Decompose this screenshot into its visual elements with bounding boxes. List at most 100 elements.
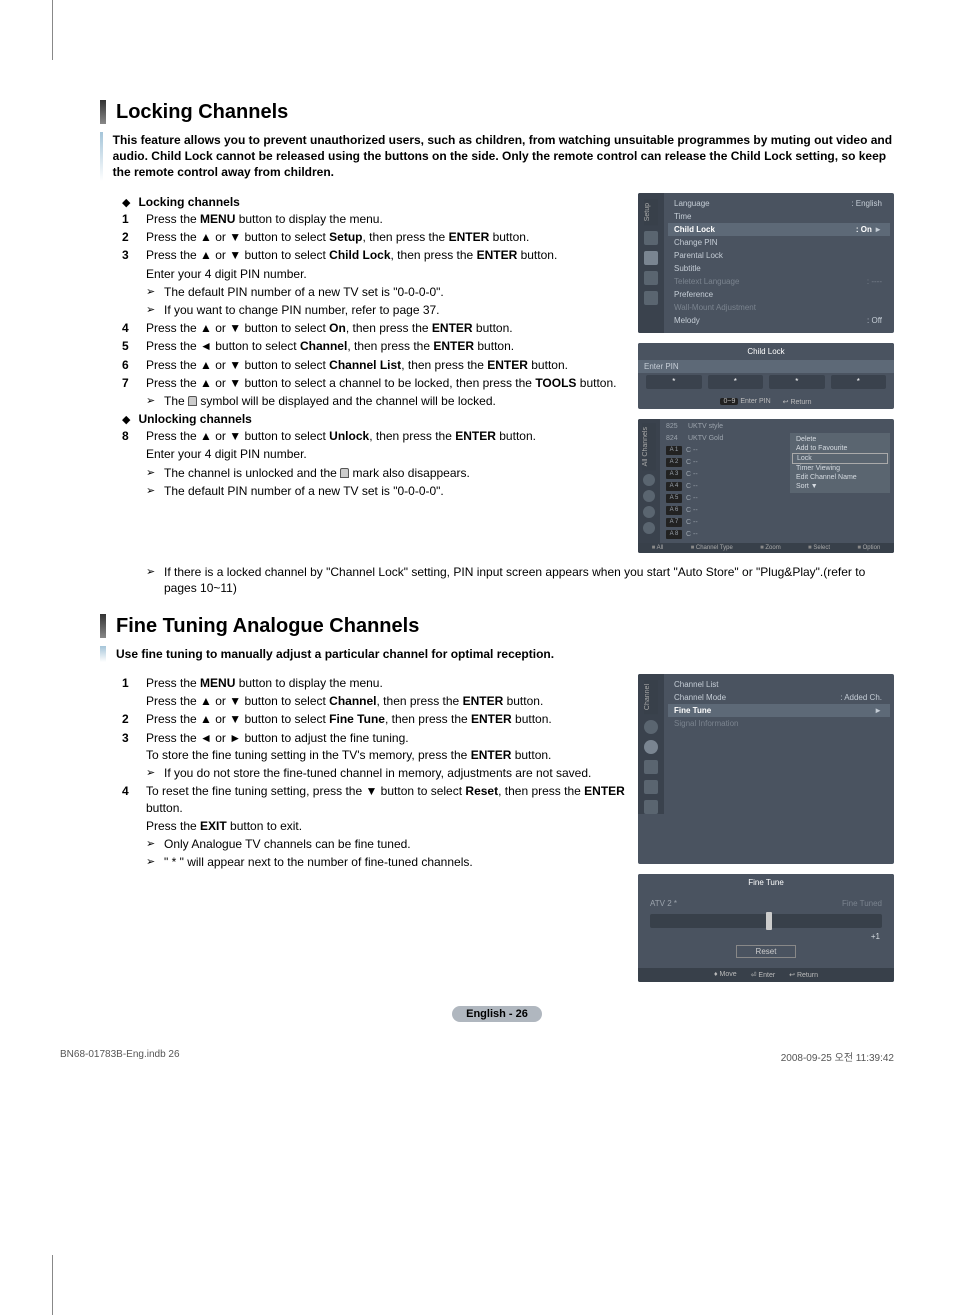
note-text: The symbol will be displayed and the cha… <box>164 393 496 410</box>
tab-icon <box>644 800 658 814</box>
section1-title: Locking Channels <box>100 100 894 124</box>
channel-row: Channel Mode: Added Ch. <box>668 691 890 704</box>
step-body: Press the ▲ or ▼ button to select Child … <box>146 247 628 264</box>
crop-mark-bottom <box>52 1255 53 1315</box>
setup-row: Child Lock: On ► <box>668 223 890 236</box>
sub-locking: ◆Locking channels <box>122 195 628 209</box>
step-body: Enter your 4 digit PIN number. <box>146 446 628 463</box>
note-text: Only Analogue TV channels can be fine tu… <box>164 836 411 853</box>
note-7: ➢The symbol will be displayed and the ch… <box>146 393 628 410</box>
tab-icon <box>644 740 658 754</box>
title-accent <box>100 100 106 124</box>
step-6: 6Press the ▲ or ▼ button to select Chann… <box>122 357 628 374</box>
step-body: To reset the fine tuning setting, press … <box>146 783 628 835</box>
step-body: Press the ▲ or ▼ button to select Setup,… <box>146 229 628 246</box>
crop-mark-top <box>52 0 53 60</box>
diamond-icon: ◆ <box>122 196 130 209</box>
step-body: Press the ▲ or ▼ button to select a chan… <box>146 375 628 392</box>
s2-note-3: ➢If you do not store the fine-tuned chan… <box>146 765 628 782</box>
channel-row: Channel List <box>668 678 890 691</box>
lock-icon <box>188 396 197 406</box>
channel-row: A 8C -- <box>664 529 892 541</box>
step-num: 5 <box>122 338 146 355</box>
setup-row: Change PIN <box>668 236 890 249</box>
screenshot-setup: Setup Language: EnglishTimeChild Lock: O… <box>638 193 894 333</box>
step-num: 8 <box>122 428 146 445</box>
step-8: 8Press the ▲ or ▼ button to select Unloc… <box>122 428 628 445</box>
triangle-icon: ➢ <box>146 285 164 302</box>
section1-intro: This feature allows you to prevent unaut… <box>100 132 894 181</box>
popup-item: Sort ▼ <box>792 482 888 491</box>
foot-item: Channel Type <box>691 545 733 551</box>
channel-tab-label: Channel <box>644 680 658 714</box>
channels-tabs: All Channels <box>638 419 660 543</box>
setup-tabs: Setup <box>638 193 664 333</box>
step-2: 2Press the ▲ or ▼ button to select Setup… <box>122 229 628 246</box>
step-body: Press the ◄ button to select Channel, th… <box>146 338 628 355</box>
pin-row: * * * * <box>638 373 894 395</box>
note-text: " * " will appear next to the number of … <box>164 854 473 871</box>
note-8-3: ➢If there is a locked channel by "Channe… <box>146 564 894 598</box>
finetune-slider-track <box>650 914 882 928</box>
diamond-icon: ◆ <box>122 413 130 426</box>
finetune-channel: ATV 2 * <box>650 899 677 908</box>
finetune-head: ATV 2 *Fine Tuned <box>644 897 888 910</box>
channel-row: Fine Tune ► <box>668 704 890 717</box>
lock-icon <box>340 468 349 478</box>
step-5: 5Press the ◄ button to select Channel, t… <box>122 338 628 355</box>
s2-note-4-1: ➢Only Analogue TV channels can be fine t… <box>146 836 628 853</box>
title-accent <box>100 614 106 638</box>
foot-item: ⏎ Enter <box>751 971 776 979</box>
intro-accent <box>100 646 106 662</box>
screenshot-finetune: Fine Tune ATV 2 *Fine Tuned +1 Reset ♦ M… <box>638 874 894 982</box>
step-3b: Enter your 4 digit PIN number. <box>122 266 628 283</box>
tab-dot <box>643 506 655 518</box>
finetune-value: +1 <box>644 932 888 941</box>
screenshot-childlock: Child Lock Enter PIN * * * * 0~9 Enter P… <box>638 343 894 409</box>
channels-tab-label: All Channels <box>642 423 656 470</box>
section2-intro-text: Use fine tuning to manually adjust a par… <box>116 646 554 662</box>
finetune-slider-handle <box>766 912 772 930</box>
popup-item: Delete <box>792 435 888 444</box>
step-body: Press the ▲ or ▼ button to select Unlock… <box>146 428 628 445</box>
foot-item: Zoom <box>760 545 781 551</box>
step-num: 3 <box>122 730 146 765</box>
note-text: If you do not store the fine-tuned chann… <box>164 765 591 782</box>
setup-rows: Language: EnglishTimeChild Lock: On ►Cha… <box>664 193 894 333</box>
step-num: 2 <box>122 711 146 728</box>
setup-row: Parental Lock <box>668 249 890 262</box>
note-text: The default PIN number of a new TV set i… <box>164 483 444 500</box>
step-body: Press the MENU button to display the men… <box>146 675 628 710</box>
section1-intro-text: This feature allows you to prevent unaut… <box>113 132 894 181</box>
channels-footer: AllChannel TypeZoomSelectOption <box>638 543 894 553</box>
tab-dot <box>643 474 655 486</box>
doc-foot-right: 2008-09-25 오전 11:39:42 <box>781 1049 894 1064</box>
step-3: 3Press the ▲ or ▼ button to select Child… <box>122 247 628 264</box>
channel-row: Signal Information <box>668 717 890 730</box>
step-num: 7 <box>122 375 146 392</box>
triangle-icon: ➢ <box>146 855 164 872</box>
pin-digit: * <box>646 375 702 389</box>
section2-intro: Use fine tuning to manually adjust a par… <box>100 646 894 662</box>
popup-item: Timer Viewing <box>792 464 888 473</box>
s2-step-1: 1Press the MENU button to display the me… <box>122 675 628 710</box>
pin-digit: * <box>708 375 764 389</box>
step-body: Press the ▲ or ▼ button to select Channe… <box>146 357 628 374</box>
section1-left: ◆Locking channels 1Press the MENU button… <box>100 193 628 563</box>
note-3-1: ➢The default PIN number of a new TV set … <box>146 284 628 301</box>
section2-heading: Fine Tuning Analogue Channels <box>116 615 419 638</box>
tab-icon <box>644 760 658 774</box>
key-hint: 0~9 <box>720 398 738 405</box>
note-8-2: ➢The default PIN number of a new TV set … <box>146 483 628 500</box>
pin-digit: * <box>769 375 825 389</box>
sub-unlocking-label: Unlocking channels <box>138 412 251 426</box>
triangle-icon: ➢ <box>146 837 164 854</box>
intro-accent <box>100 132 103 181</box>
doc-foot-left: BN68-01783B-Eng.indb 26 <box>60 1049 180 1064</box>
step-body: Press the ▲ or ▼ button to select On, th… <box>146 320 628 337</box>
enter-hint: Enter PIN <box>740 398 770 405</box>
step-num: 1 <box>122 211 146 228</box>
pin-digit: * <box>831 375 887 389</box>
channel-rows: Channel ListChannel Mode: Added Ch.Fine … <box>664 674 894 814</box>
finetune-footer: ♦ Move⏎ Enter↩ Return <box>638 968 894 982</box>
